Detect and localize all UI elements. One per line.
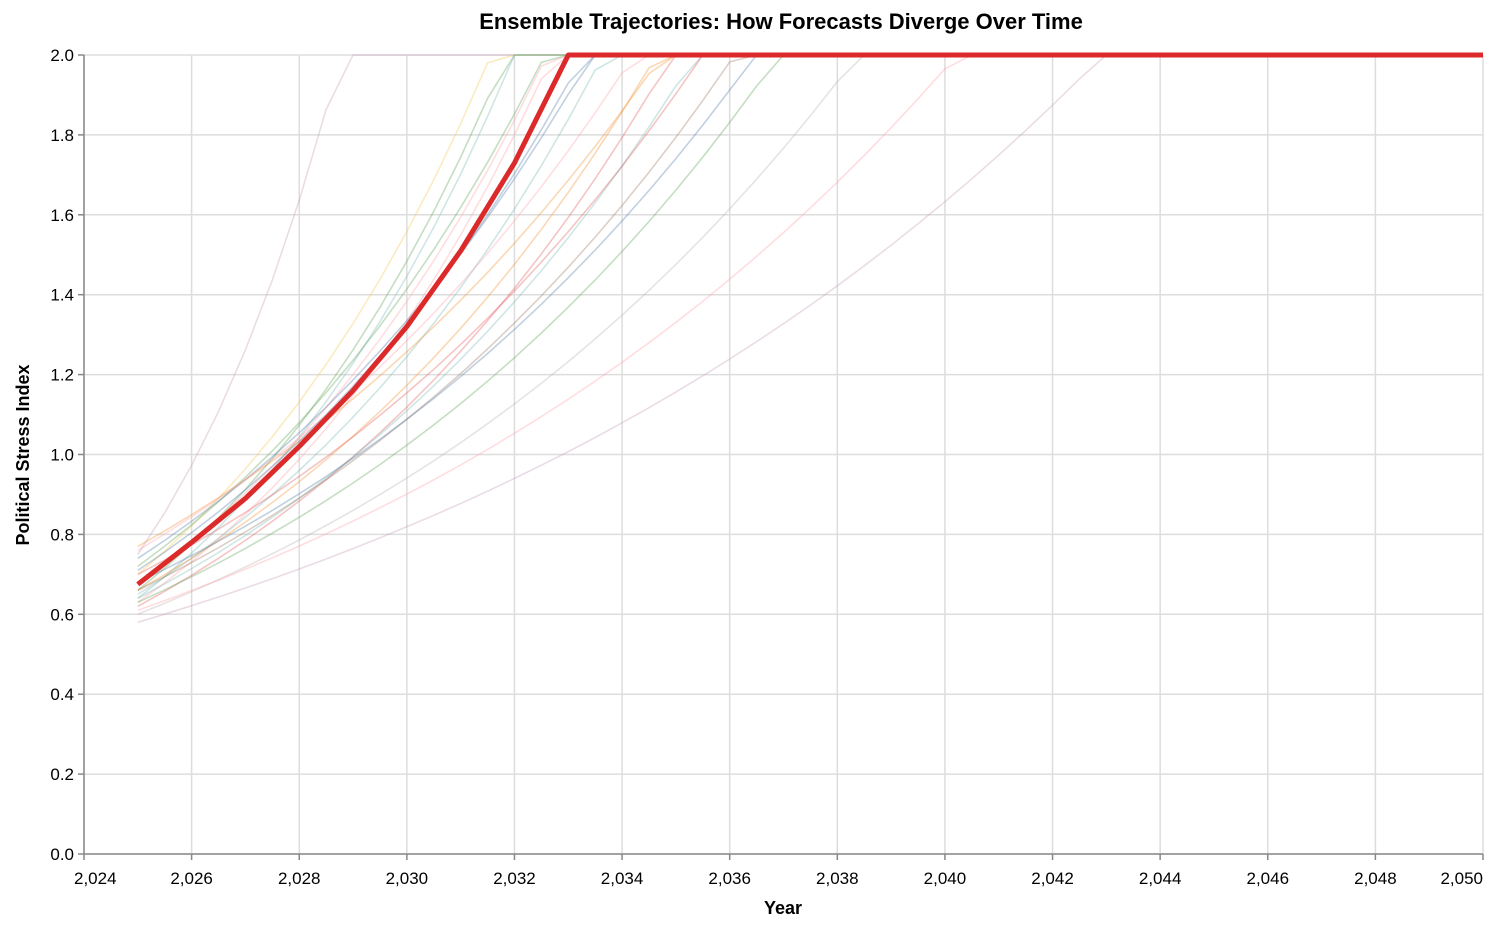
x-tick-label: 2,046: [1246, 869, 1289, 888]
y-tick-label: 0.2: [50, 765, 74, 784]
y-tick-label: 1.4: [50, 286, 74, 305]
y-tick-label: 1.8: [50, 126, 74, 145]
ensemble-line: [137, 54, 1483, 576]
y-tick-label: 0.4: [50, 685, 74, 704]
ensemble-line: [137, 54, 1483, 568]
y-tick-label: 1.6: [50, 206, 74, 225]
ensemble-line: [137, 54, 1483, 583]
x-tick-label: 2,024: [74, 869, 117, 888]
axes: 0.0 0.2 0.4 0.6 0.8 1.0 1.2 1.4 1.6 1.8 2.0 2,024 2,…: [50, 46, 1484, 888]
chart-title: Ensemble Trajectories: How Forecasts Div…: [479, 9, 1083, 34]
ensemble-line: [137, 54, 1483, 595]
ensemble-line: [137, 54, 1483, 599]
x-tick-label: 2,048: [1354, 869, 1397, 888]
x-tick-label: 2,040: [924, 869, 967, 888]
y-tick-label: 1.2: [50, 366, 74, 385]
x-tick-label: 2,034: [601, 869, 644, 888]
y-tick-label: 0.0: [50, 845, 74, 864]
ensemble-lines: [137, 54, 1483, 624]
x-tick-label: 2,044: [1139, 869, 1182, 888]
ensemble-line: [137, 54, 1483, 616]
highlight-line: [136, 52, 1483, 587]
x-tick-label: 2,030: [386, 869, 429, 888]
x-axis-title: Year: [764, 898, 802, 918]
ensemble-line: [137, 54, 1483, 604]
ensemble-line: [137, 54, 1483, 560]
ensemble-line: [137, 54, 1483, 607]
ensemble-line: [137, 54, 1483, 612]
y-tick-label: 0.8: [50, 525, 74, 544]
y-axis-title: Political Stress Index: [13, 364, 33, 545]
x-tick-label: 2,036: [708, 869, 751, 888]
ensemble-line: [137, 54, 1483, 624]
x-tick-label: 2,050: [1440, 869, 1483, 888]
ensemble-line: [137, 54, 1483, 576]
y-tick-label: 2.0: [50, 46, 74, 65]
ensemble-line: [137, 54, 1483, 584]
y-tick-label: 1.0: [50, 446, 74, 465]
x-tick-label: 2,038: [816, 869, 859, 888]
ensemble-line: [137, 54, 1483, 603]
ensemble-line: [137, 54, 1483, 548]
x-tick-label: 2,032: [493, 869, 536, 888]
y-tick-label: 0.6: [50, 605, 74, 624]
mean-trajectory-line: [136, 52, 1483, 587]
ensemble-line: [137, 54, 1483, 572]
x-tick-label: 2,028: [278, 869, 321, 888]
x-tick-label: 2,026: [170, 869, 213, 888]
ensemble-line: [137, 54, 1483, 552]
x-tick-label: 2,042: [1031, 869, 1074, 888]
ensemble-line: [137, 54, 1483, 600]
